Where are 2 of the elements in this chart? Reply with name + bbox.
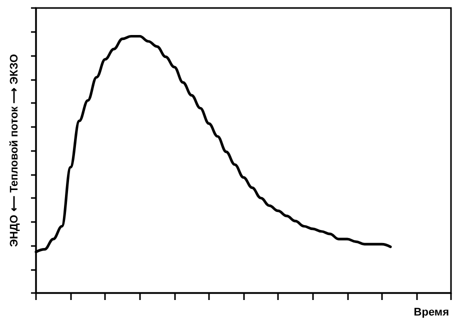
x-axis-title: Время bbox=[414, 306, 449, 318]
y-axis-title: ЭНДО ⟵ Тепловой поток ⟶ ЭКЗО bbox=[8, 54, 20, 247]
